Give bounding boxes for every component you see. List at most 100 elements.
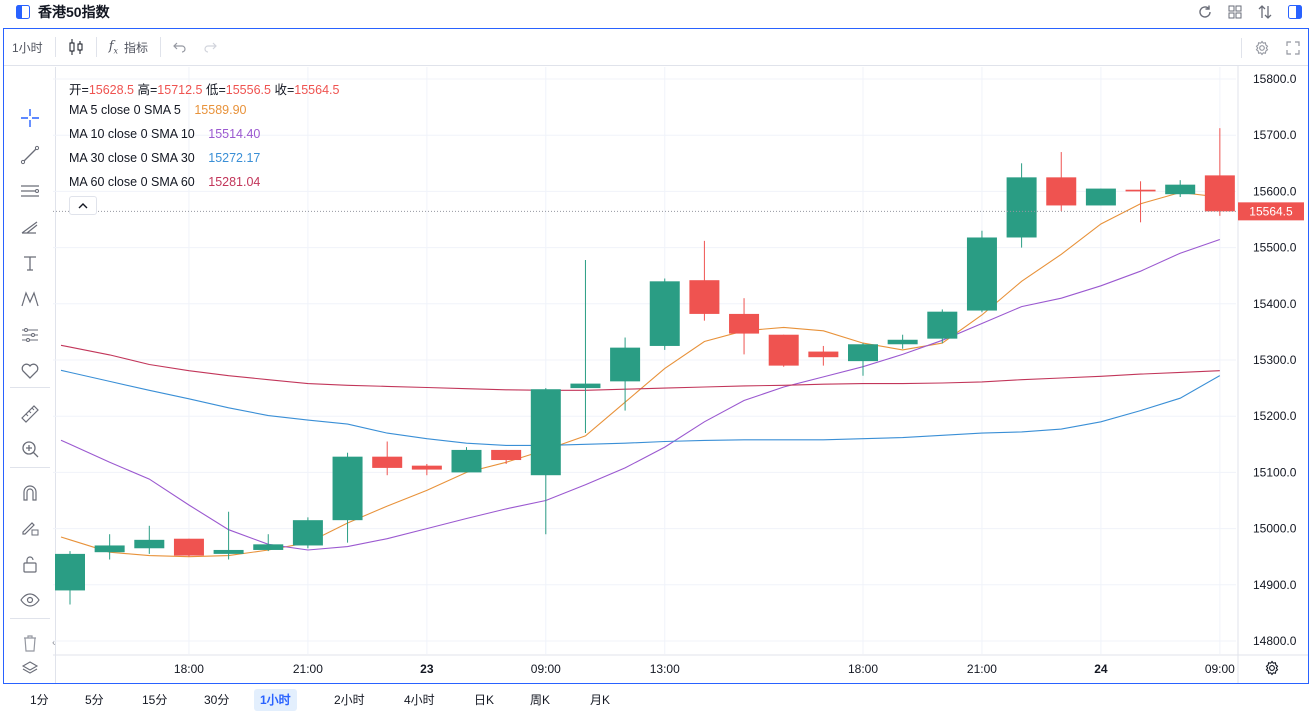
candle-body bbox=[689, 280, 720, 314]
crosshair-tool[interactable] bbox=[16, 105, 44, 131]
trend-line-icon bbox=[20, 145, 40, 165]
panel-toggle-icon[interactable] bbox=[1280, 0, 1310, 24]
parallel-lines-icon bbox=[21, 185, 39, 197]
ma60-value: 15281.04 bbox=[208, 175, 261, 189]
collapse-chevron-icon[interactable]: ‹ bbox=[52, 637, 56, 649]
interval-option[interactable]: 周K bbox=[530, 693, 551, 707]
tools-divider bbox=[10, 387, 50, 388]
candle bbox=[372, 441, 403, 476]
window-controls bbox=[1190, 0, 1310, 24]
toolbar-divider bbox=[1241, 37, 1242, 58]
interval-option[interactable]: 1分 bbox=[30, 693, 49, 707]
y-tick-label: 15200.0 bbox=[1253, 409, 1297, 423]
x-tick-label: 09:00 bbox=[531, 662, 561, 676]
eye-icon bbox=[20, 593, 40, 607]
gear-icon bbox=[1255, 40, 1269, 55]
chevron-up-icon bbox=[78, 202, 88, 208]
candle-body bbox=[491, 449, 522, 461]
function-icon: fx bbox=[108, 38, 119, 56]
close-value: 15564.5 bbox=[294, 83, 340, 97]
y-tick-label: 14900.0 bbox=[1253, 578, 1297, 592]
ma10-label: MA 10 close 0 SMA 10 bbox=[69, 127, 195, 141]
sidebar-toggle-icon[interactable] bbox=[16, 5, 30, 19]
y-tick-label: 15300.0 bbox=[1253, 353, 1297, 367]
candle-body bbox=[887, 339, 918, 345]
favorites-tool[interactable] bbox=[16, 358, 44, 384]
open-label: 开= bbox=[69, 83, 89, 97]
fullscreen-button[interactable] bbox=[1278, 29, 1308, 66]
candle bbox=[808, 345, 839, 366]
candle bbox=[55, 551, 85, 605]
interval-option[interactable]: 月K bbox=[590, 693, 611, 707]
interval-option[interactable]: 1小时 bbox=[254, 689, 297, 711]
unlock-icon bbox=[23, 556, 37, 573]
sort-arrows-icon[interactable] bbox=[1250, 0, 1280, 24]
candle bbox=[927, 309, 958, 344]
candle-body bbox=[411, 465, 442, 470]
pitchfork-tool[interactable] bbox=[16, 214, 44, 240]
ma5-legend[interactable]: MA 5 close 0 SMA 5 15589.90 bbox=[69, 103, 246, 117]
candle-body bbox=[530, 389, 561, 476]
candle bbox=[1085, 188, 1116, 206]
interval-option[interactable]: 15分 bbox=[142, 693, 168, 707]
candle bbox=[1165, 180, 1196, 198]
candle-body bbox=[134, 539, 165, 549]
interval-bar: 1分 5分 15分 30分 1小时 2小时 4小时 日K 周K 月K bbox=[0, 686, 1310, 714]
text-tool[interactable] bbox=[16, 250, 44, 276]
gear-outline bbox=[1265, 660, 1279, 676]
crosshair-icon bbox=[21, 109, 39, 127]
horizontal-lines-tool[interactable] bbox=[16, 178, 44, 204]
ma30-label: MA 30 close 0 SMA 30 bbox=[69, 151, 195, 165]
ma30-legend[interactable]: MA 30 close 0 SMA 30 15272.17 bbox=[69, 151, 260, 165]
fullscreen-icon bbox=[1286, 40, 1300, 55]
draw-lock-tool[interactable] bbox=[16, 514, 44, 540]
candle-body bbox=[729, 313, 760, 334]
magnet-tool[interactable] bbox=[16, 480, 44, 506]
visibility-tool[interactable] bbox=[16, 587, 44, 613]
ruler-tool[interactable] bbox=[16, 401, 44, 427]
candle bbox=[649, 278, 680, 350]
x-tick-label: 21:00 bbox=[293, 662, 323, 676]
text-icon bbox=[24, 256, 36, 271]
interval-button[interactable]: 1小时 bbox=[4, 29, 51, 66]
interval-option[interactable]: 4小时 bbox=[404, 693, 435, 707]
interval-option[interactable]: 日K bbox=[474, 693, 495, 707]
ma10-legend[interactable]: MA 10 close 0 SMA 10 15514.40 bbox=[69, 127, 260, 141]
redo-button[interactable] bbox=[195, 29, 225, 66]
ma60-legend[interactable]: MA 60 close 0 SMA 60 15281.04 bbox=[69, 175, 260, 189]
candle bbox=[848, 343, 878, 376]
candle-body bbox=[292, 520, 323, 546]
lock-tool[interactable] bbox=[16, 551, 44, 577]
price-chart[interactable]: 15800.0 15700.0 15600.0 15500.0 15400.0 15300… bbox=[0, 0, 1310, 686]
undo-button[interactable] bbox=[165, 29, 195, 66]
settings-button[interactable] bbox=[1246, 29, 1278, 66]
pattern-tool[interactable] bbox=[16, 286, 44, 312]
window-title: 香港50指数 bbox=[38, 4, 110, 20]
refresh-icon[interactable] bbox=[1190, 0, 1220, 24]
toolbar-divider bbox=[160, 37, 162, 57]
candle-body bbox=[55, 553, 85, 591]
candle-body bbox=[1204, 175, 1235, 212]
axis-settings-icon bbox=[1265, 660, 1279, 676]
measure-lines-tool[interactable] bbox=[16, 322, 44, 348]
heart-icon bbox=[21, 363, 39, 379]
interval-option[interactable]: 5分 bbox=[85, 693, 104, 707]
candle-body bbox=[1085, 188, 1116, 206]
indicators-button[interactable]: fx 指标 bbox=[101, 29, 156, 66]
magnet-icon bbox=[23, 485, 37, 501]
zoom-tool[interactable] bbox=[16, 436, 44, 462]
delete-tool[interactable] bbox=[16, 630, 44, 656]
x-tick-label: 18:00 bbox=[848, 662, 878, 676]
candle bbox=[94, 534, 125, 560]
trend-line-tool[interactable] bbox=[16, 142, 44, 168]
candle bbox=[887, 334, 918, 349]
interval-option[interactable]: 2小时 bbox=[334, 693, 365, 707]
undo-icon bbox=[173, 42, 186, 53]
candle-body bbox=[332, 456, 363, 521]
candle bbox=[729, 298, 760, 355]
interval-option[interactable]: 30分 bbox=[204, 693, 230, 707]
layout-grid-icon[interactable] bbox=[1220, 0, 1250, 24]
y-tick-label: 15600.0 bbox=[1253, 184, 1297, 198]
chart-type-button[interactable] bbox=[60, 29, 92, 66]
legend-collapse-button[interactable] bbox=[69, 196, 97, 215]
